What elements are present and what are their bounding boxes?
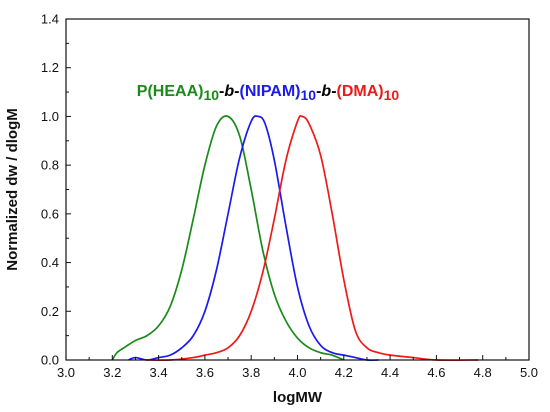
y-tick-label: 0.0 xyxy=(41,353,59,368)
series-line-2 xyxy=(147,115,479,362)
series-line-0 xyxy=(111,115,345,361)
plot-frame xyxy=(65,18,530,361)
y-axis-title: Normalized dw / dlogM xyxy=(4,108,21,271)
legend-segment: - xyxy=(331,83,336,100)
y-tick-label: 0.2 xyxy=(41,304,59,319)
legend-segment: (DMA) xyxy=(337,83,384,100)
legend-segment: P(HEAA) xyxy=(137,83,204,100)
x-tick-label: 3.0 xyxy=(57,365,75,380)
legend-segment: (NIPAM) xyxy=(239,83,300,100)
series-line-1 xyxy=(128,115,379,362)
y-tick-label: 1.2 xyxy=(41,60,59,75)
legend-segment: 10 xyxy=(301,87,317,103)
y-tick-label: 1.0 xyxy=(41,109,59,124)
x-axis: 3.0 3.2 3.4 3.6 3.8 4.0 4.2 4.4 4.6 4.8 5.0 xyxy=(57,355,538,380)
x-tick-label: 3.8 xyxy=(242,365,260,380)
x-tick-label: 3.6 xyxy=(196,365,214,380)
x-tick-label: 4.6 xyxy=(427,365,445,380)
data-curves xyxy=(111,115,479,362)
x-tick-label: 3.2 xyxy=(103,365,121,380)
x-tick-label: 5.0 xyxy=(520,365,538,380)
y-axis: 0.0 0.2 0.4 0.6 0.8 1.0 1.2 1.4 xyxy=(41,12,71,368)
legend-segment: - xyxy=(234,83,239,100)
y-tick-label: 0.6 xyxy=(41,206,59,221)
legend-segment: - xyxy=(219,83,224,100)
legend-segment: b xyxy=(321,83,331,100)
x-tick-label: 3.4 xyxy=(150,365,168,380)
legend-segment: - xyxy=(316,83,321,100)
legend-segment: 10 xyxy=(203,87,219,103)
y-tick-label: 1.4 xyxy=(41,12,59,27)
x-tick-label: 4.8 xyxy=(474,365,492,380)
x-tick-label: 4.4 xyxy=(381,365,399,380)
legend-segment: 10 xyxy=(384,87,400,103)
x-axis-title: logMW xyxy=(273,389,323,406)
x-tick-label: 4.0 xyxy=(288,365,306,380)
y-tick-label: 0.4 xyxy=(41,255,59,270)
x-tick-label: 4.2 xyxy=(335,365,353,380)
y-tick-label: 0.8 xyxy=(41,158,59,173)
legend-segment: b xyxy=(224,83,234,100)
legend-label: P(HEAA)10-b-(NIPAM)10-b-(DMA)10 xyxy=(137,83,400,103)
